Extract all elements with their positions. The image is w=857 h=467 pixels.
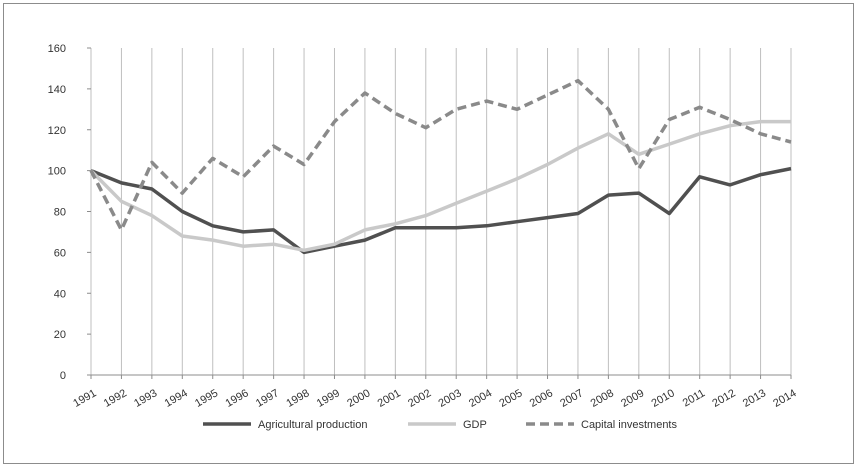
x-tick-label: 2005 — [497, 387, 524, 410]
legend-label: Capital investments — [581, 419, 677, 431]
x-tick-label: 2000 — [345, 387, 372, 410]
y-axis: 0 20 40 60 80 100 120 140 160 — [48, 43, 92, 382]
y-tick-label: 80 — [54, 207, 66, 219]
x-tick-label: 1998 — [284, 387, 311, 410]
x-tick-label: 2003 — [437, 387, 464, 410]
x-tick-label: 2004 — [467, 387, 494, 410]
x-tick-label: 2014 — [771, 387, 798, 410]
x-tick-label: 2002 — [406, 387, 433, 410]
series-line — [89, 78, 792, 232]
vertical-gridlines — [90, 48, 792, 375]
legend-label: GDP — [463, 419, 487, 431]
y-tick-label: 140 — [48, 84, 66, 96]
y-tick-label: 60 — [54, 247, 66, 259]
y-tick-label: 120 — [48, 125, 66, 137]
x-tick-label: 2011 — [681, 387, 707, 409]
x-tick-label: 2006 — [528, 387, 555, 410]
legend: Agricultural production GDP Capital invest… — [203, 419, 677, 431]
y-tick-label: 20 — [54, 329, 66, 341]
y-tick-label: 100 — [48, 166, 66, 178]
x-tick-label: 1997 — [254, 387, 281, 410]
x-tick-label: 2007 — [558, 387, 585, 410]
x-tick-label: 1992 — [102, 387, 129, 410]
y-tick-label: 40 — [54, 288, 66, 300]
x-tick-label: 2010 — [650, 387, 677, 410]
x-tick-label: 2012 — [710, 387, 737, 410]
x-tick-label: 2001 — [376, 387, 403, 410]
x-axis: 1991 1992 1993 1994 1995 1996 1997 1998 1999 2000… — [71, 374, 799, 410]
x-tick-label: 1999 — [315, 387, 342, 410]
y-tick-label: 0 — [60, 370, 66, 382]
series-line — [90, 166, 792, 255]
x-tick-label: 2009 — [619, 387, 646, 410]
series-line — [89, 119, 791, 253]
y-tick-label: 160 — [48, 43, 66, 55]
x-tick-label: 1995 — [193, 387, 220, 410]
series-lines — [89, 78, 792, 255]
chart-frame: 0 20 40 60 80 100 120 140 160 1991 1992 1993 1994 19… — [3, 3, 854, 464]
x-tick-label: 2008 — [589, 387, 616, 410]
x-tick-label: 2013 — [741, 387, 768, 410]
x-tick-label: 1991 — [71, 387, 98, 410]
x-tick-label: 1993 — [132, 387, 159, 410]
x-tick-label: 1994 — [163, 387, 190, 410]
legend-label: Agricultural production — [258, 419, 367, 431]
x-tick-label: 1996 — [223, 387, 250, 410]
